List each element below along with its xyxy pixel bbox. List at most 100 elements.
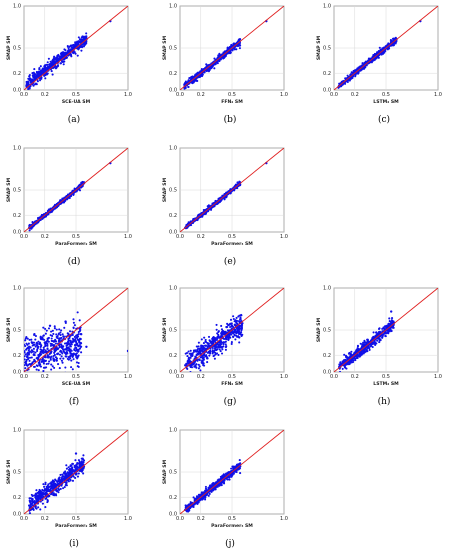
scatter-point — [35, 507, 38, 510]
scatter-point — [203, 336, 206, 339]
scatter-point — [28, 223, 31, 226]
scatter-point — [50, 355, 53, 358]
x-axis-label: LSTM₂ SM — [373, 99, 399, 105]
scatter-marks — [24, 6, 128, 90]
scatter-point — [74, 43, 77, 46]
y-tick-label: 1.0 — [169, 4, 177, 10]
y-tick-label: 0.5 — [323, 46, 331, 52]
scatter-point — [59, 62, 62, 65]
scatter-point — [76, 54, 79, 57]
scatter-point — [34, 372, 36, 374]
scatter-point — [58, 346, 61, 349]
y-tick-label: 0.2 — [323, 71, 331, 77]
x-tick-label: 0.0 — [176, 374, 184, 380]
x-tick-label: 0.5 — [72, 92, 80, 98]
scatter-point — [52, 480, 55, 483]
scatter-point — [24, 362, 28, 365]
scatter-point — [75, 465, 78, 468]
scatter-point — [69, 348, 72, 351]
scatter-marks — [180, 148, 284, 232]
scatter-point — [42, 369, 45, 372]
scatter-point — [37, 221, 40, 224]
scatter-point — [28, 345, 31, 348]
scatter-point — [198, 76, 201, 79]
scatter-point — [60, 355, 63, 358]
scatter-point — [381, 336, 384, 339]
scatter-point — [209, 349, 212, 352]
scatter-point — [234, 329, 237, 332]
x-tick-label: 0.2 — [41, 374, 49, 380]
scatter-point — [212, 339, 215, 342]
x-tick-label: 0.2 — [351, 374, 359, 380]
scatter-point — [189, 360, 192, 364]
scatter-point — [73, 324, 76, 327]
scatter-point — [77, 47, 80, 50]
scatter-point — [39, 352, 42, 355]
scatter-point — [383, 51, 386, 54]
scatter-point — [52, 340, 56, 343]
scatter-point — [213, 357, 216, 360]
scatter-point — [378, 341, 381, 344]
scatter-point — [73, 348, 76, 351]
scatter-point — [385, 332, 388, 335]
identity-line — [24, 148, 128, 232]
scatter-point — [226, 329, 230, 332]
scatter-point — [35, 498, 38, 501]
scatter-point — [202, 345, 205, 348]
scatter-point — [64, 373, 66, 375]
x-tick-label: 1.0 — [124, 234, 132, 240]
y-tick-label: 1.0 — [323, 4, 331, 10]
scatter-point — [41, 70, 44, 73]
scatter-point — [222, 341, 225, 344]
scatter-point — [61, 352, 64, 355]
scatter-point — [43, 485, 46, 488]
x-tick-label: 0.2 — [41, 516, 49, 522]
scatter-point — [64, 355, 67, 358]
scatter-point — [220, 352, 224, 355]
scatter-point — [31, 362, 34, 365]
scatter-point — [70, 359, 73, 362]
y-tick-label: 0.2 — [13, 353, 21, 359]
scatter-point — [373, 58, 376, 61]
scatter-point — [356, 344, 360, 347]
scatter-point — [44, 327, 47, 330]
scatter-point — [24, 355, 26, 358]
scatter-point — [69, 49, 73, 52]
scatter-point — [379, 339, 382, 342]
scatter-point — [42, 334, 45, 337]
scatter-marks — [180, 288, 284, 372]
scatter-point — [218, 343, 221, 346]
scatter-point — [59, 473, 62, 476]
scatter-point — [360, 68, 363, 71]
scatter-point — [240, 329, 243, 332]
scatter-point — [214, 63, 217, 66]
x-tick-label: 0.2 — [41, 92, 49, 98]
x-tick-label: 0.0 — [330, 92, 338, 98]
scatter-point — [232, 317, 235, 321]
y-axis-label: SMAP SM — [6, 177, 12, 202]
scatter-point — [218, 336, 221, 339]
scatter-point — [238, 332, 241, 335]
scatter-point — [194, 349, 197, 352]
scatter-point — [48, 324, 52, 327]
scatter-point — [228, 323, 231, 326]
scatter-point — [67, 339, 70, 342]
scatter-point — [64, 348, 67, 351]
scatter-point — [50, 337, 53, 340]
scatter-point — [356, 68, 359, 71]
scatter-point — [50, 368, 53, 371]
scatter-point — [194, 73, 197, 76]
scatter-point — [58, 353, 61, 356]
scatter-point — [67, 356, 70, 359]
scatter-point — [63, 485, 66, 489]
scatter-point — [31, 500, 34, 503]
scatter-point — [47, 362, 50, 365]
y-tick-label: 0.0 — [323, 370, 331, 376]
scatter-point — [50, 70, 53, 73]
scatter-point — [36, 364, 39, 368]
scatter-point — [228, 334, 231, 337]
